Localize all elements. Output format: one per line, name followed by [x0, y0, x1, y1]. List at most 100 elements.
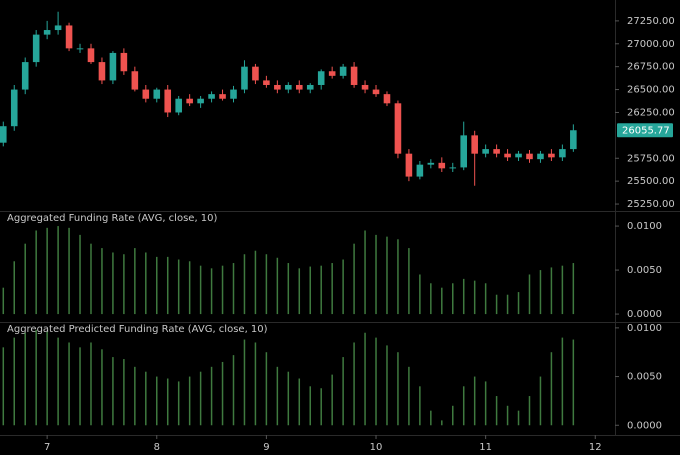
candle-body: [263, 80, 270, 85]
bar: [210, 268, 213, 315]
candle-body: [98, 62, 106, 81]
bar: [484, 283, 487, 315]
candle-body: [372, 89, 380, 95]
candle-body: [427, 162, 435, 165]
candle-body: [515, 153, 522, 158]
candle-body: [537, 153, 544, 160]
bar: [57, 337, 59, 426]
y-tick-label: 26250.00: [627, 107, 675, 118]
pane-title: Aggregated Funding Rate (AVG, close, 10): [7, 213, 218, 224]
bar: [79, 234, 81, 315]
candle-body: [120, 52, 128, 72]
candle-body: [526, 153, 533, 160]
candle-body: [295, 84, 303, 90]
candle-body: [317, 71, 325, 85]
bar: [364, 230, 366, 315]
candle-body: [0, 126, 7, 143]
bar: [243, 254, 246, 315]
candle-body: [65, 25, 73, 49]
bar: [364, 332, 366, 426]
bar: [177, 381, 180, 426]
bar: [210, 366, 213, 426]
candle-body: [548, 153, 555, 158]
bar: [221, 265, 224, 315]
candle-body: [405, 153, 413, 177]
bar: [309, 386, 311, 426]
candle-body: [21, 62, 29, 90]
bar: [353, 243, 355, 315]
bar: [528, 274, 531, 315]
bar: [254, 342, 257, 426]
x-tick-label: 8: [154, 442, 160, 453]
candle-body: [383, 94, 391, 104]
bar: [452, 405, 454, 426]
bar: [166, 378, 169, 426]
candle-body: [252, 66, 259, 81]
bar: [13, 337, 16, 426]
bar: [101, 349, 103, 426]
candle-body: [350, 66, 358, 85]
bar: [166, 256, 169, 315]
x-tick-label: 10: [370, 442, 383, 453]
candle-body: [482, 149, 489, 154]
bar: [79, 347, 81, 426]
bar: [419, 386, 421, 426]
y-tick-label: 25500.00: [627, 176, 675, 187]
bar: [243, 339, 246, 426]
candle-body: [219, 94, 226, 99]
bar: [550, 352, 553, 426]
bar: [342, 259, 344, 315]
bar: [495, 294, 498, 315]
bar: [221, 361, 224, 426]
x-tick-label: 11: [479, 442, 492, 453]
bar: [473, 280, 476, 315]
bar: [35, 230, 37, 315]
candle-body: [504, 153, 511, 158]
bar: [408, 248, 410, 315]
candle-body: [76, 48, 84, 50]
bar: [145, 252, 147, 315]
bar: [265, 352, 268, 426]
bar: [199, 371, 202, 426]
bar: [123, 359, 125, 426]
bar: [419, 274, 421, 315]
bar: [539, 376, 542, 426]
bar: [561, 337, 564, 426]
bar: [517, 292, 520, 315]
bar: [287, 263, 290, 315]
bar: [528, 396, 531, 426]
candle-body: [109, 52, 117, 81]
candle-body: [153, 89, 161, 99]
bar: [90, 342, 92, 426]
bar: [188, 376, 191, 426]
last-price-label: 26055.77: [622, 125, 670, 136]
candle-body: [131, 71, 139, 90]
bar: [156, 256, 158, 315]
bar: [462, 386, 465, 426]
candle-body: [493, 149, 500, 154]
bar: [506, 294, 509, 315]
candle-body: [361, 84, 369, 90]
candle-body: [142, 89, 150, 99]
bar: [101, 248, 103, 315]
candle-body: [285, 84, 292, 90]
bar: [276, 366, 279, 426]
bar: [46, 331, 48, 426]
candle-body: [164, 89, 172, 113]
bar: [572, 263, 575, 315]
bar: [199, 265, 202, 315]
candle-body: [43, 30, 51, 35]
bar: [177, 259, 180, 315]
candle-body: [54, 25, 62, 31]
candle-body: [241, 66, 248, 90]
bar: [35, 329, 37, 426]
bar: [342, 357, 344, 426]
bar: [134, 248, 136, 315]
candle-body: [186, 98, 193, 104]
candle-body: [449, 167, 457, 169]
bar: [24, 332, 26, 426]
y-tick-label: 0.0000: [627, 420, 662, 431]
bar: [320, 265, 322, 315]
bar: [397, 239, 399, 315]
